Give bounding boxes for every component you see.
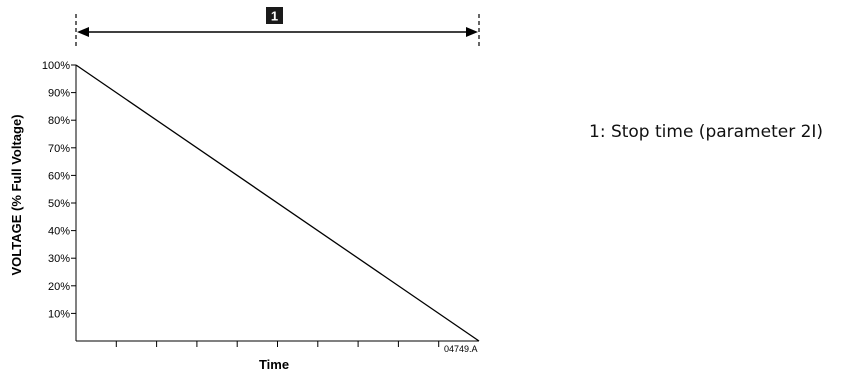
span-arrow-left-head bbox=[77, 27, 89, 37]
x-axis-ticks bbox=[115, 341, 440, 347]
span-badge bbox=[266, 7, 283, 24]
y-tick-label: 80% bbox=[48, 115, 70, 127]
y-tick-label: 60% bbox=[48, 170, 70, 182]
y-tick-label: 70% bbox=[48, 143, 70, 155]
y-axis-ticks: 10% 20% 30% 40% 50% 60% 70% 80% 90% 100% bbox=[42, 60, 76, 320]
series-group bbox=[75, 64, 480, 342]
figure-id-label: 04749.A bbox=[444, 344, 478, 354]
y-tick-label: 40% bbox=[48, 226, 70, 238]
y-tick-label: 30% bbox=[48, 253, 70, 265]
span-badge-label: 1 bbox=[271, 9, 278, 24]
y-tick-label: 10% bbox=[48, 308, 70, 320]
voltage-ramp-line bbox=[75, 64, 480, 342]
y-tick-label: 20% bbox=[48, 281, 70, 293]
legend-note: 1: Stop time (parameter 2I) bbox=[589, 122, 824, 142]
y-tick-label: 100% bbox=[42, 60, 70, 72]
x-axis-title: Time bbox=[259, 357, 289, 372]
y-tick-label: 90% bbox=[48, 88, 70, 100]
y-tick-label: 50% bbox=[48, 198, 70, 210]
span-arrow-right-head bbox=[466, 27, 478, 37]
y-axis-title: VOLTAGE (% Full Voltage) bbox=[9, 114, 24, 275]
